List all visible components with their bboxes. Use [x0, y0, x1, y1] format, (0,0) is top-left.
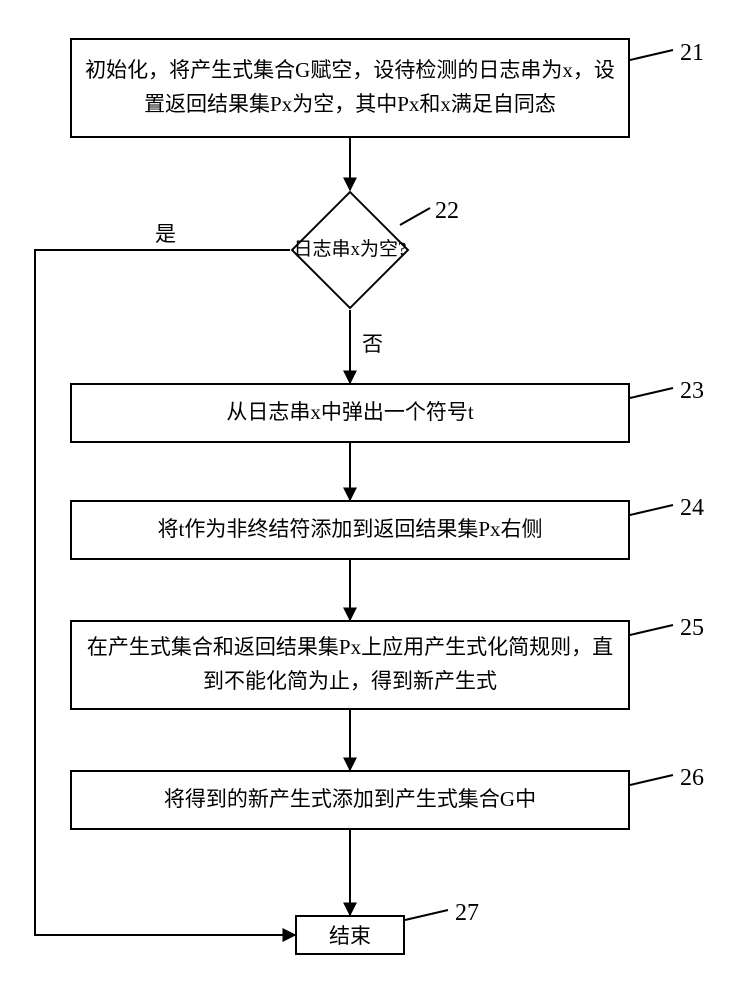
ref-22: 22 — [435, 198, 459, 225]
ref-26: 26 — [680, 765, 704, 792]
ref-21: 21 — [680, 40, 704, 67]
edge-label-yes: 是 — [155, 218, 176, 248]
terminator-end: 结束 — [295, 915, 405, 955]
process-add-to-g: 将得到的新产生式添加到产生式集合G中 — [70, 770, 630, 830]
decision-x-empty: 日志串x为空? — [290, 190, 410, 310]
process-pop-text: 从日志串x中弹出一个符号t — [226, 396, 473, 430]
process-pop-symbol: 从日志串x中弹出一个符号t — [70, 383, 630, 443]
ref-24: 24 — [680, 495, 704, 522]
ref-23: 23 — [680, 378, 704, 405]
process-simplify-text: 在产生式集合和返回结果集Px上应用产生式化简规则，直到不能化简为止，得到新产生式 — [84, 631, 616, 698]
process-append-text: 将t作为非终结符添加到返回结果集Px右侧 — [157, 513, 542, 547]
ref-25: 25 — [680, 615, 704, 642]
decision-text: 日志串x为空? — [290, 190, 410, 310]
flowchart-canvas: 初始化，将产生式集合G赋空，设待检测的日志串为x，设置返回结果集Px为空，其中P… — [0, 0, 747, 1000]
process-init: 初始化，将产生式集合G赋空，设待检测的日志串为x，设置返回结果集Px为空，其中P… — [70, 38, 630, 138]
process-init-text: 初始化，将产生式集合G赋空，设待检测的日志串为x，设置返回结果集Px为空，其中P… — [84, 54, 616, 121]
process-simplify: 在产生式集合和返回结果集Px上应用产生式化简规则，直到不能化简为止，得到新产生式 — [70, 620, 630, 710]
edge-label-no: 否 — [362, 328, 383, 358]
terminator-text: 结束 — [329, 920, 371, 950]
ref-27: 27 — [455, 900, 479, 927]
process-append-t: 将t作为非终结符添加到返回结果集Px右侧 — [70, 500, 630, 560]
process-add-text: 将得到的新产生式添加到产生式集合G中 — [164, 783, 536, 817]
